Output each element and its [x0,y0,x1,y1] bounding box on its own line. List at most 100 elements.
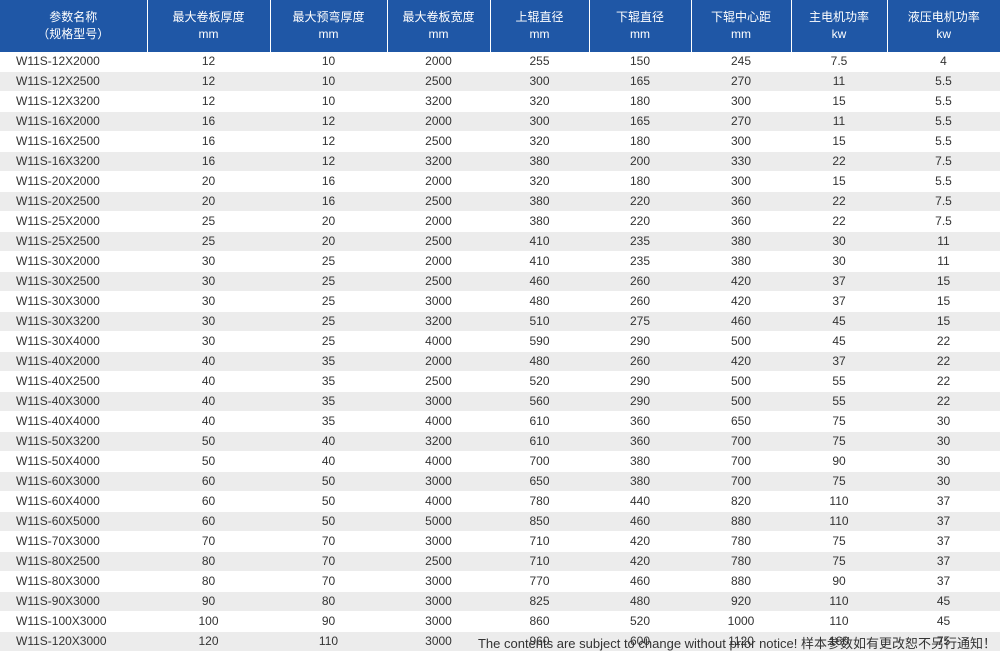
value-cell: 2500 [387,191,490,212]
column-header-title: 参数名称 [49,10,98,24]
value-cell: 330 [691,151,791,172]
column-header-title: 上辊直径 [515,10,564,24]
value-cell: 55 [791,391,887,412]
column-header-unit: mm [529,27,550,41]
value-cell: 650 [490,471,589,492]
value-cell: 25 [270,331,387,352]
model-cell: W11S-70X3000 [0,531,147,552]
value-cell: 30 [887,471,1000,492]
table-row: W11S-80X2500 80 70 2500 710 420 780 75 37 [0,551,1000,572]
value-cell: 700 [490,451,589,472]
value-cell: 380 [589,471,691,492]
model-cell: W11S-100X3000 [0,611,147,632]
value-cell: 165 [589,71,691,92]
value-cell: 30 [147,311,270,332]
value-cell: 110 [791,491,887,512]
value-cell: 460 [589,571,691,592]
model-cell: W11S-30X3000 [0,291,147,312]
value-cell: 10 [270,52,387,72]
value-cell: 3000 [387,531,490,552]
value-cell: 4000 [387,411,490,432]
value-cell: 500 [691,371,791,392]
table-body: W11S-12X2000 12 10 2000 255 150 245 7.5 4 W11S-12… [0,52,1000,652]
value-cell: 3200 [387,431,490,452]
value-cell: 12 [147,52,270,72]
value-cell: 60 [147,471,270,492]
value-cell: 40 [270,451,387,472]
value-cell: 40 [147,391,270,412]
value-cell: 320 [490,171,589,192]
value-cell: 10 [270,71,387,92]
column-header-unit: kw [831,27,847,41]
value-cell: 1000 [691,611,791,632]
value-cell: 235 [589,231,691,252]
model-cell: W11S-25X2500 [0,231,147,252]
value-cell: 700 [691,471,791,492]
column-header-unit: kw [936,27,952,41]
value-cell: 300 [490,71,589,92]
value-cell: 460 [691,311,791,332]
value-cell: 180 [589,91,691,112]
value-cell: 35 [270,351,387,372]
column-header-title: 最大卷板宽度 [402,10,475,24]
value-cell: 7.5 [887,191,1000,212]
column-header-unit: mm [630,27,650,41]
column-header: 下辊中心距 mm [691,0,792,52]
value-cell: 80 [147,551,270,572]
value-cell: 380 [691,251,791,272]
value-cell: 40 [147,351,270,372]
value-cell: 30 [887,431,1000,452]
value-cell: 50 [147,431,270,452]
table-row: W11S-30X2500 30 25 2500 460 260 420 37 15 [0,271,1000,292]
value-cell: 255 [490,52,589,72]
value-cell: 60 [147,491,270,512]
value-cell: 880 [691,511,791,532]
table-row: W11S-12X2000 12 10 2000 255 150 245 7.5 4 [0,52,1000,72]
value-cell: 70 [270,571,387,592]
value-cell: 75 [791,471,887,492]
table-row: W11S-25X2000 25 20 2000 380 220 360 22 7.5 [0,211,1000,232]
value-cell: 380 [589,451,691,472]
value-cell: 20 [147,171,270,192]
value-cell: 25 [270,251,387,272]
value-cell: 4000 [387,451,490,472]
value-cell: 520 [589,611,691,632]
value-cell: 15 [791,91,887,112]
value-cell: 12 [147,71,270,92]
table-row: W11S-16X2500 16 12 2500 320 180 300 15 5.5 [0,131,1000,152]
column-header-title: 最大卷板厚度 [172,10,245,24]
value-cell: 300 [691,91,791,112]
model-cell: W11S-30X3200 [0,311,147,332]
table-row: W11S-60X4000 60 50 4000 780 440 820 110 37 [0,491,1000,512]
model-cell: W11S-40X2000 [0,351,147,372]
value-cell: 5.5 [887,71,1000,92]
value-cell: 10 [270,91,387,112]
column-header-unit: mm [428,27,449,41]
value-cell: 560 [490,391,589,412]
value-cell: 380 [691,231,791,252]
model-cell: W11S-16X2000 [0,111,147,132]
value-cell: 45 [791,311,887,332]
column-header-unit: mm [198,27,219,41]
column-header-title: 下辊中心距 [710,10,771,24]
column-header-title: 下辊直径 [615,10,664,24]
model-cell: W11S-40X2500 [0,371,147,392]
value-cell: 270 [691,71,791,92]
value-cell: 5.5 [887,111,1000,132]
value-cell: 610 [490,431,589,452]
value-cell: 3000 [387,391,490,412]
value-cell: 360 [691,191,791,212]
value-cell: 480 [490,291,589,312]
value-cell: 12 [270,111,387,132]
value-cell: 30 [147,251,270,272]
value-cell: 16 [270,191,387,212]
column-header: 主电机功率 kw [791,0,888,52]
table-header: 参数名称 （规格型号） 最大卷板厚度 mm 最大预弯厚度 mm 最大卷板宽度 mm 上辊直径 mm… [0,0,1000,52]
column-header: 液压电机功率 kw [887,0,1000,52]
value-cell: 200 [589,151,691,172]
value-cell: 420 [691,271,791,292]
value-cell: 2500 [387,551,490,572]
value-cell: 110 [791,511,887,532]
value-cell: 440 [589,491,691,512]
value-cell: 20 [147,191,270,212]
